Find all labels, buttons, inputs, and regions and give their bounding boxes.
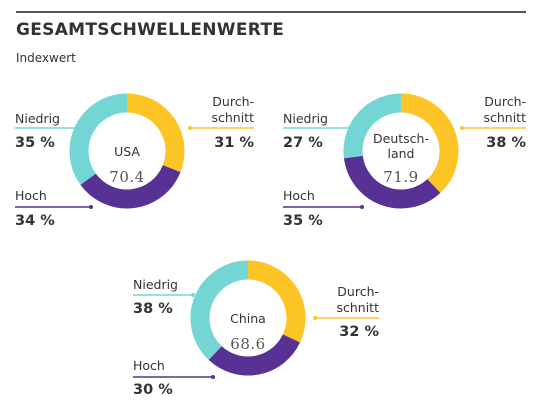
donut-segment-niedrig (69, 93, 128, 185)
segment-label-durchschnitt: schnitt (336, 300, 379, 315)
donut-segment-hoch (208, 333, 301, 376)
page-subtitle: Indexwert (16, 51, 76, 65)
segment-label-niedrig: Niedrig (283, 111, 328, 126)
donut-segment-durchschnitt (126, 93, 185, 173)
country-label: USA (114, 144, 140, 159)
country-label: China (230, 311, 266, 326)
segment-label-niedrig: Niedrig (133, 277, 178, 292)
segment-value-hoch: 30 % (133, 382, 173, 398)
segment-label-durchschnitt: schnitt (211, 110, 254, 125)
donut-chart-deutsch-land: Deutsch-land 71.9 Niedrig 27 % Durch-schnitt… (283, 93, 526, 229)
leader-dot-durchschnitt (188, 126, 192, 130)
segment-value-durchschnitt: 32 % (339, 324, 379, 340)
donut-segment-durchschnitt (400, 93, 459, 193)
leader-dot-hoch (211, 375, 215, 379)
segment-label-durchschnitt: Durch- (484, 94, 526, 109)
segment-label-hoch: Hoch (133, 358, 165, 373)
donut-segment-hoch (343, 155, 441, 209)
leader-dot-niedrig (76, 126, 80, 130)
donut-segment-hoch (80, 164, 181, 209)
segment-label-hoch: Hoch (15, 188, 47, 203)
country-label: Deutsch- (373, 131, 429, 146)
index-value: 70.4 (109, 168, 144, 186)
segment-label-durchschnitt: Durch- (337, 284, 379, 299)
segment-value-niedrig: 38 % (133, 301, 173, 317)
page-title: GESAMTSCHWELLENWERTE (16, 20, 285, 40)
leader-dot-niedrig (348, 126, 352, 130)
segment-label-durchschnitt: Durch- (212, 94, 254, 109)
segment-value-durchschnitt: 31 % (214, 135, 254, 151)
donut-segment-niedrig (343, 93, 402, 159)
donut-chart-usa: USA 70.4 Niedrig 35 % Durch-schnitt 31 % Hoch 3… (15, 93, 254, 229)
segment-value-durchschnitt: 38 % (486, 135, 526, 151)
leader-dot-niedrig (191, 293, 195, 297)
segment-value-hoch: 34 % (15, 213, 55, 229)
segment-label-niedrig: Niedrig (15, 111, 60, 126)
segment-value-hoch: 35 % (283, 213, 323, 229)
top-rule (16, 11, 526, 13)
index-value: 71.9 (383, 168, 418, 186)
country-label: land (388, 146, 415, 161)
segment-label-hoch: Hoch (283, 188, 315, 203)
leader-dot-durchschnitt (460, 126, 464, 130)
segment-label-durchschnitt: schnitt (483, 110, 526, 125)
leader-dot-hoch (360, 205, 364, 209)
donut-chart-china: China 68.6 Niedrig 38 % Durch-schnitt 32 % Hoc… (133, 260, 379, 398)
leader-dot-durchschnitt (313, 316, 317, 320)
donut-segment-niedrig (190, 260, 249, 360)
donut-segment-durchschnitt (247, 260, 306, 343)
index-value: 68.6 (230, 335, 265, 353)
segment-value-niedrig: 35 % (15, 135, 55, 151)
leader-dot-hoch (89, 205, 93, 209)
segment-value-niedrig: 27 % (283, 135, 323, 151)
